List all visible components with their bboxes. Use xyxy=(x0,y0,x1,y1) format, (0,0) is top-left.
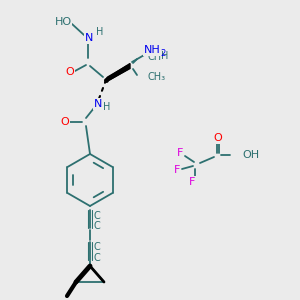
Text: H: H xyxy=(103,102,111,112)
Text: C: C xyxy=(94,253,100,263)
Text: N: N xyxy=(85,33,93,43)
Text: N: N xyxy=(94,99,102,109)
Text: 2: 2 xyxy=(160,49,165,58)
Text: F: F xyxy=(189,177,195,187)
Text: C: C xyxy=(94,242,100,252)
Text: F: F xyxy=(177,148,183,158)
Text: H: H xyxy=(161,51,169,61)
Text: F: F xyxy=(174,165,180,175)
Text: C: C xyxy=(94,221,100,231)
Text: NH: NH xyxy=(144,45,160,55)
Text: CH₃: CH₃ xyxy=(148,52,166,62)
Text: O: O xyxy=(66,67,74,77)
Polygon shape xyxy=(106,64,130,82)
Text: C: C xyxy=(94,211,100,221)
Text: CH₃: CH₃ xyxy=(148,72,166,82)
Text: OH: OH xyxy=(242,150,259,160)
Text: O: O xyxy=(214,133,222,143)
Text: HO: HO xyxy=(54,17,72,27)
Text: H: H xyxy=(96,27,104,37)
Text: O: O xyxy=(61,117,69,127)
